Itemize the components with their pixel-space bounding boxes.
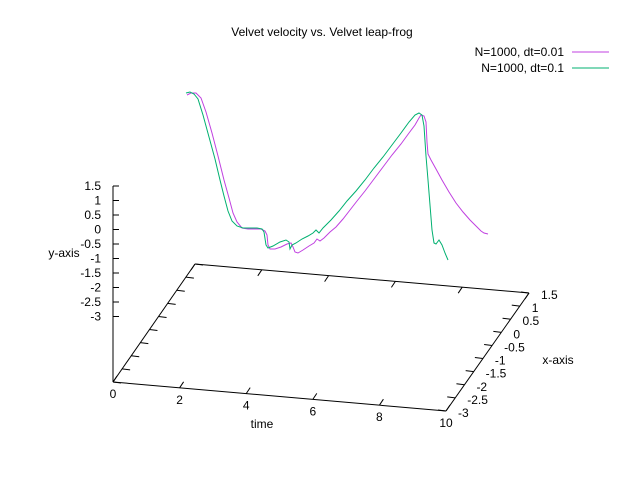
depth-tick-label: -3	[458, 406, 469, 420]
time-tick-label: 0	[110, 387, 117, 401]
depth-axis-label: x-axis	[542, 353, 573, 367]
depth-tick-mark	[511, 304, 520, 307]
series-layer	[185, 91, 489, 261]
time-tick-mark-back	[324, 275, 330, 282]
depth-tick-label: 0.5	[523, 314, 540, 328]
depth-tick-mark	[474, 357, 483, 360]
time-tick-mark	[312, 393, 318, 400]
y-tick-label: 1	[94, 194, 101, 208]
y-tick-label: -3	[90, 310, 101, 324]
time-tick-mark	[445, 404, 451, 412]
depth-tick-mark-back	[194, 263, 204, 266]
legend-label-series-1: N=1000, dt=0.01	[475, 45, 565, 59]
depth-tick-mark-back	[158, 315, 167, 318]
depth-tick-label: -2.5	[467, 393, 488, 407]
depth-tick-mark	[484, 343, 493, 346]
time-tick-mark-back	[257, 269, 263, 277]
depth-tick-mark	[502, 317, 511, 320]
time-tick-mark	[245, 387, 251, 394]
y-tick-label: 0	[94, 223, 101, 237]
legend-label-series-2: N=1000, dt=0.1	[481, 61, 564, 75]
back-axis-line	[112, 263, 196, 383]
depth-tick-label: -2	[476, 380, 487, 394]
axis-ticks: 1.510.50-0.5-1-1.5-2-2.5-30 2 4 6 8 101.510.5…	[80, 179, 558, 430]
depth-tick-mark	[456, 383, 465, 386]
time-axis-line	[112, 381, 447, 412]
time-tick-mark-back	[390, 281, 396, 288]
series-line-2	[185, 91, 449, 261]
depth-tick-mark	[437, 409, 447, 412]
axes-frame	[112, 186, 530, 412]
time-tick-mark	[378, 398, 384, 406]
depth-tick-mark-back	[112, 381, 122, 384]
depth-tick-mark-back	[140, 342, 149, 345]
depth-axis-line	[445, 292, 530, 412]
time-axis-label: time	[251, 417, 274, 431]
time-tick-label: 10	[439, 416, 453, 430]
depth-tick-mark-back	[122, 368, 131, 371]
time-tick-label: 6	[309, 404, 316, 418]
depth-tick-label: 0	[513, 327, 520, 341]
depth-tick-mark	[520, 291, 530, 294]
time-tick-label: 4	[243, 399, 250, 413]
y-axis-label: y-axis	[48, 246, 79, 260]
depth-tick-mark	[465, 370, 474, 373]
y-tick-label: -0.5	[80, 237, 101, 251]
depth-tick-mark-back	[131, 355, 140, 358]
time-tick-label: 2	[176, 393, 183, 407]
time-tick-mark-back	[524, 292, 530, 300]
time-tick-mark-back	[190, 263, 196, 271]
depth-tick-label: -1	[495, 354, 506, 368]
depth-tick-label: -1.5	[486, 367, 507, 381]
y-tick-label: 0.5	[84, 208, 101, 222]
series-line-1	[186, 92, 489, 254]
time-tick-mark	[179, 381, 185, 389]
depth-tick-mark-back	[149, 329, 158, 332]
depth-tick-mark	[493, 330, 502, 333]
depth-tick-mark	[447, 396, 456, 399]
depth-tick-mark-back	[176, 289, 185, 292]
y-tick-label: -2	[90, 281, 101, 295]
depth-tick-label: -0.5	[504, 340, 525, 354]
depth-tick-mark-back	[167, 302, 176, 305]
depth-tick-label: 1	[532, 301, 539, 315]
y-tick-label: -1.5	[80, 266, 101, 280]
depth-tick-mark-back	[185, 276, 194, 279]
far-axis-line	[194, 263, 530, 294]
y-tick-label: -1	[90, 252, 101, 266]
depth-tick-label: 1.5	[541, 288, 558, 302]
chart-legend: N=1000, dt=0.01 N=1000, dt=0.1	[475, 45, 609, 75]
y-tick-label: -2.5	[80, 295, 101, 309]
chart-title: Velvet velocity vs. Velvet leap-frog	[231, 25, 412, 39]
time-tick-label: 8	[376, 410, 383, 424]
time-tick-mark-back	[457, 286, 463, 294]
y-tick-label: 1.5	[84, 179, 101, 193]
time-tick-mark	[112, 375, 118, 383]
